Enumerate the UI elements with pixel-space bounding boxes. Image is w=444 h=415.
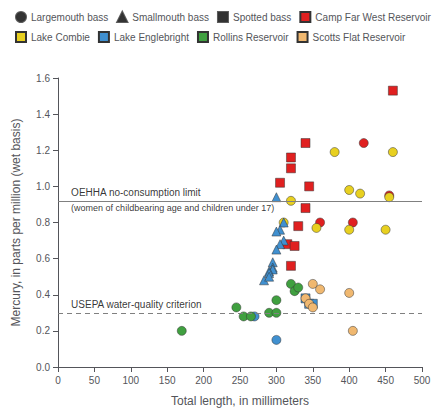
svg-text:350: 350 (304, 375, 321, 386)
svg-text:Rollins Reservoir: Rollins Reservoir (213, 32, 289, 43)
svg-text:0.6: 0.6 (36, 253, 50, 264)
svg-text:1.4: 1.4 (36, 109, 50, 120)
svg-text:150: 150 (159, 375, 176, 386)
svg-text:200: 200 (195, 375, 212, 386)
svg-text:1.0: 1.0 (36, 181, 50, 192)
svg-text:(women of childbearing age and: (women of childbearing age and children … (71, 203, 274, 213)
svg-text:Total length, in millimeters: Total length, in millimeters (171, 394, 309, 408)
svg-text:100: 100 (122, 375, 139, 386)
svg-text:1.6: 1.6 (36, 73, 50, 84)
svg-text:0.4: 0.4 (36, 289, 50, 300)
svg-text:USEPA water-quality criterion: USEPA water-quality criterion (71, 299, 201, 310)
svg-text:Lake Combie: Lake Combie (31, 32, 90, 43)
svg-text:Camp Far West Reservoir: Camp Far West Reservoir (315, 12, 431, 23)
svg-text:0.2: 0.2 (36, 325, 50, 336)
svg-text:Lake Englebright: Lake Englebright (114, 32, 189, 43)
svg-text:1.2: 1.2 (36, 145, 50, 156)
svg-text:300: 300 (268, 375, 285, 386)
svg-text:Spotted bass: Spotted bass (233, 12, 291, 23)
svg-text:400: 400 (341, 375, 358, 386)
svg-text:450: 450 (377, 375, 394, 386)
svg-text:0.0: 0.0 (36, 362, 50, 373)
svg-text:0: 0 (55, 375, 61, 386)
svg-text:500: 500 (414, 375, 431, 386)
svg-text:250: 250 (232, 375, 249, 386)
svg-text:OEHHA no-consumption limit: OEHHA no-consumption limit (71, 187, 201, 198)
svg-text:Smallmouth bass: Smallmouth bass (132, 12, 209, 23)
svg-text:Scotts Flat Reservoir: Scotts Flat Reservoir (313, 32, 406, 43)
svg-text:Mercury, in parts per million: Mercury, in parts per million (wet basis… (9, 119, 23, 327)
svg-text:0.8: 0.8 (36, 217, 50, 228)
svg-text:Largemouth bass: Largemouth bass (31, 12, 108, 23)
svg-text:50: 50 (89, 375, 101, 386)
